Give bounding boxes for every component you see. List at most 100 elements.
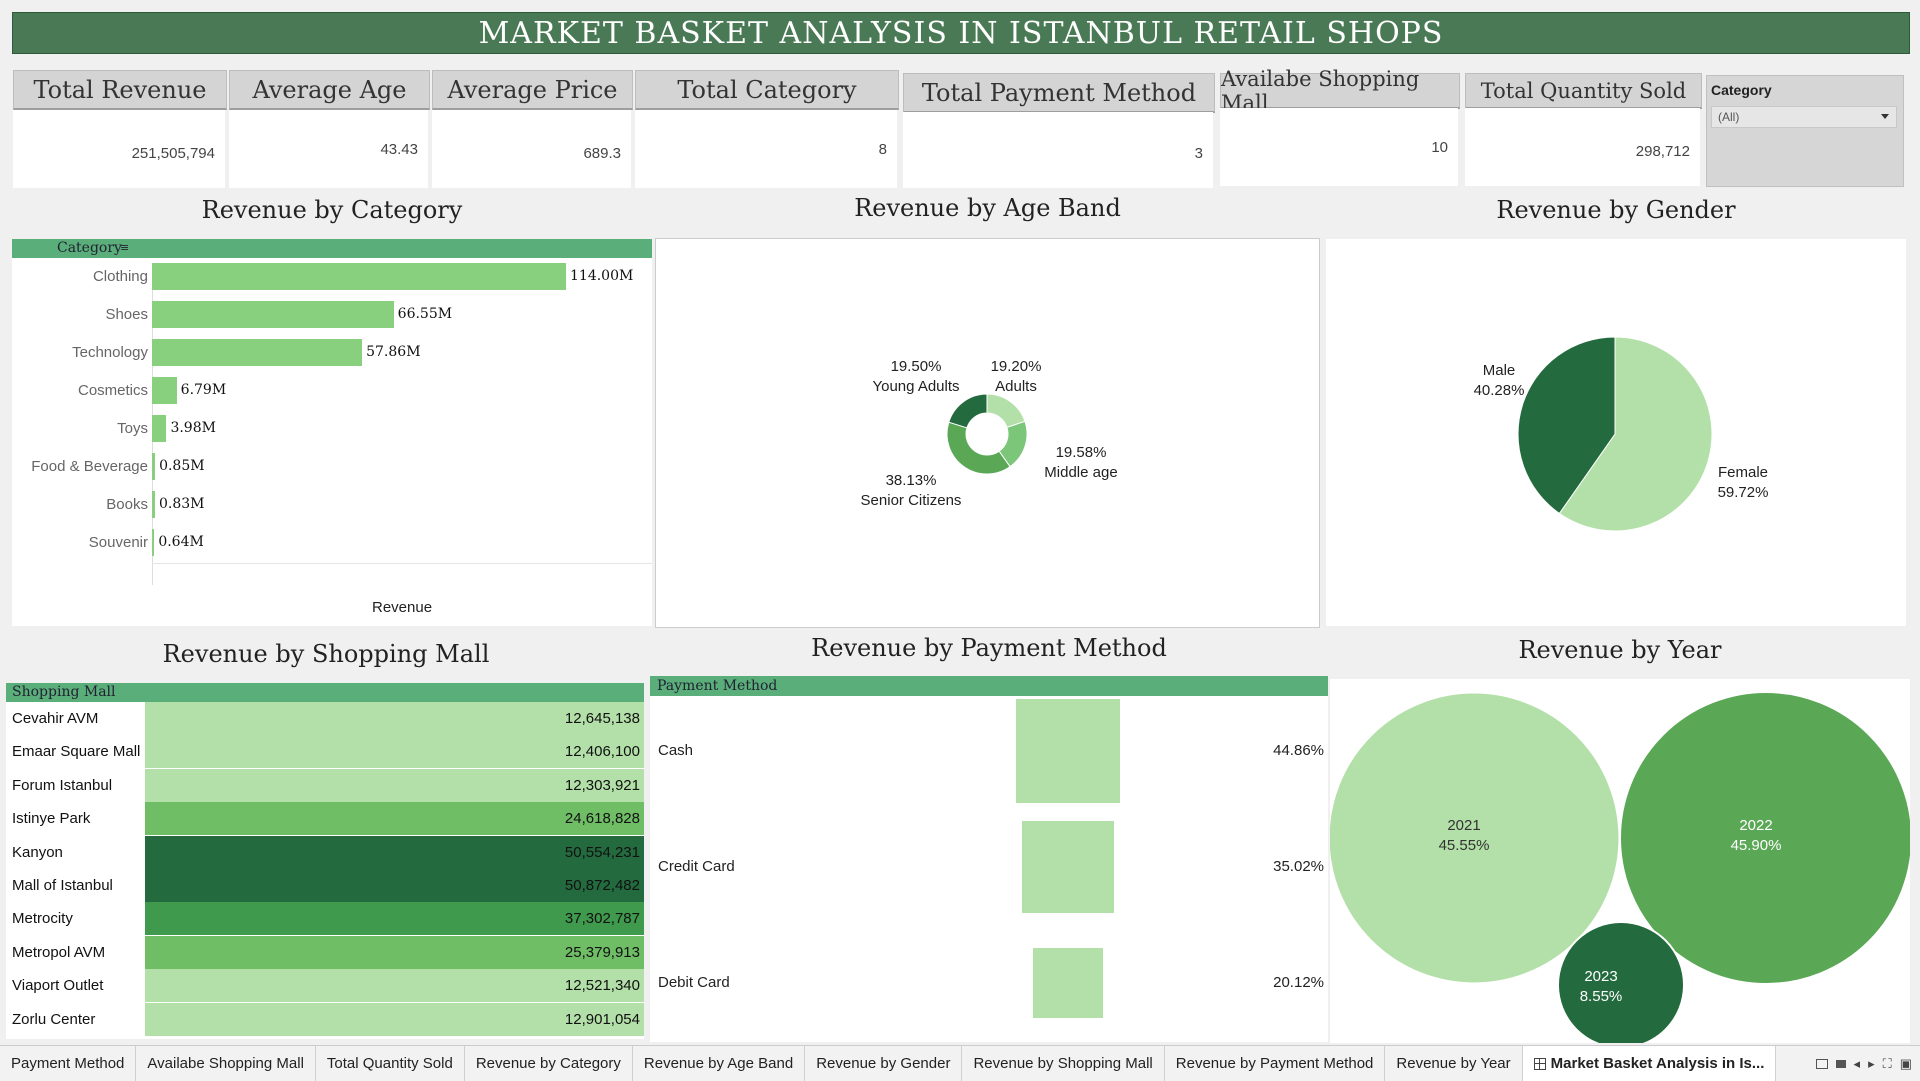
present-icon[interactable]: ▣: [1899, 1055, 1912, 1071]
age-chart-panel: 19.50% Young Adults 19.20% Adults 19.58% Mi…: [655, 238, 1320, 628]
category-label-toys: Toys: [117, 420, 148, 437]
category-bar-food-beverage[interactable]: [152, 453, 156, 480]
mall-name: Metropol AVM: [6, 935, 145, 969]
gender-label-male: Male 40.28%: [1473, 362, 1525, 399]
mall-row-kanyon[interactable]: Kanyon 50,554,231: [6, 835, 644, 869]
payment-mark-credit-card[interactable]: [1022, 821, 1114, 913]
payment-label-cash: Cash: [658, 742, 694, 759]
mall-value: 50,872,482: [145, 869, 644, 902]
gender-chart-panel: Male 40.28% Female 59.72%: [1326, 239, 1906, 626]
payment-mark-cash[interactable]: [1016, 699, 1120, 803]
payment-chart-panel: Payment Method Cash 44.86% Credit Card 35.0…: [650, 676, 1328, 1042]
category-value-books: 0.83M: [159, 496, 205, 512]
category-filter-label: Category: [1711, 82, 1772, 98]
category-chart-panel: Category ≡ Clothing Shoes Technology Cosmet…: [12, 239, 652, 626]
mall-row-mall-of-istanbul[interactable]: Mall of Istanbul 50,872,482: [6, 869, 644, 902]
fullscreen-icon[interactable]: ⛶: [1882, 1055, 1892, 1071]
mall-value: 12,521,340: [145, 969, 644, 1003]
payment-pct-debit-card: 20.12%: [1273, 974, 1324, 991]
tab-market-basket-dashboard[interactable]: Market Basket Analysis in Is...: [1522, 1046, 1777, 1081]
category-label-clothing: Clothing: [92, 268, 148, 285]
payment-chart-header: Payment Method: [650, 676, 1328, 696]
age-slice-adults[interactable]: [986, 393, 1026, 429]
category-value-clothing: 114.00M: [570, 268, 634, 284]
mall-value: 24,618,828: [145, 802, 644, 836]
category-bar-toys[interactable]: [152, 415, 167, 442]
prev-icon[interactable]: ◂: [1853, 1055, 1861, 1071]
gender-pie-chart: [1517, 336, 1713, 532]
mall-value: 12,901,054: [145, 1002, 644, 1036]
payment-pct-cash: 44.86%: [1273, 742, 1324, 759]
payment-header-label: Payment Method: [657, 678, 778, 694]
mall-row-metrocity[interactable]: Metrocity 37,302,787: [6, 902, 644, 936]
mall-row-istinye-park[interactable]: Istinye Park 24,618,828: [6, 802, 644, 836]
kpi-average-price-label: Average Price: [432, 70, 633, 110]
category-value-toys: 3.98M: [170, 420, 216, 436]
year-bubble-2023[interactable]: [1557, 921, 1685, 1043]
category-bar-books[interactable]: [152, 491, 155, 518]
grid-view-icon[interactable]: [1815, 1058, 1828, 1069]
payment-mark-debit-card[interactable]: [1033, 948, 1103, 1018]
tab-availabe-shopping-mall[interactable]: Availabe Shopping Mall: [136, 1046, 316, 1081]
tab-market-basket-label: Market Basket Analysis in Is...: [1550, 1055, 1765, 1072]
category-header-label: Category: [57, 240, 122, 256]
kpi-shopping-mall-value: 10: [1220, 108, 1458, 186]
payment-label-debit-card: Debit Card: [658, 974, 730, 991]
tab-revenue-by-category[interactable]: Revenue by Category: [465, 1046, 633, 1081]
age-label-young-adults: 19.50% Young Adults: [872, 358, 960, 395]
tab-total-quantity-sold[interactable]: Total Quantity Sold: [316, 1046, 465, 1081]
age-slice-young-adults[interactable]: [948, 393, 988, 429]
tab-revenue-by-year[interactable]: Revenue by Year: [1385, 1046, 1523, 1081]
age-slice-senior-citizens[interactable]: [946, 421, 1011, 475]
mall-name: Mall of Istanbul: [6, 869, 145, 902]
category-labels: Clothing Shoes Technology Cosmetics Toys Food…: [12, 258, 148, 598]
year-label-2021: 2021 45.55%: [1438, 817, 1490, 854]
single-view-icon[interactable]: [1835, 1059, 1846, 1068]
payment-pct-credit-card: 35.02%: [1273, 858, 1324, 875]
tab-revenue-by-payment-method[interactable]: Revenue by Payment Method: [1165, 1046, 1386, 1081]
age-label-middle-age: 19.58% Middle age: [1044, 444, 1118, 481]
tab-revenue-by-age-band[interactable]: Revenue by Age Band: [633, 1046, 806, 1081]
gender-slice-male[interactable]: [1517, 336, 1616, 515]
age-label-senior-citizens: 38.13% Senior Citizens: [860, 472, 962, 509]
mall-rows: Cevahir AVM 12,645,138 Emaar Square Mall 12…: [6, 702, 644, 1036]
year-bubble-chart: [1330, 691, 1910, 1043]
category-bar-clothing[interactable]: [152, 263, 566, 290]
mall-row-zorlu-center[interactable]: Zorlu Center 12,901,054: [6, 1002, 644, 1036]
mall-row-viaport-outlet[interactable]: Viaport Outlet 12,521,340: [6, 969, 644, 1003]
mall-row-emaar-square-mall[interactable]: Emaar Square Mall 12,406,100: [6, 735, 644, 769]
sort-icon[interactable]: ≡: [120, 241, 130, 254]
category-bar-cosmetics[interactable]: [152, 377, 177, 404]
age-donut-chart: [946, 393, 1028, 475]
category-label-shoes: Shoes: [105, 306, 148, 323]
tab-revenue-by-shopping-mall[interactable]: Revenue by Shopping Mall: [962, 1046, 1165, 1081]
gender-slice-female[interactable]: [1558, 336, 1713, 532]
mall-row-forum-istanbul[interactable]: Forum Istanbul 12,303,921: [6, 768, 644, 802]
mall-row-metropol-avm[interactable]: Metropol AVM 25,379,913: [6, 935, 644, 969]
category-chart-header: Category ≡: [12, 239, 652, 258]
year-chart-panel: 2021 45.55% 2022 45.90% 2023 8.55%: [1330, 679, 1910, 1043]
category-bar-technology[interactable]: [152, 339, 363, 366]
gender-label-female: Female 59.72%: [1717, 464, 1769, 501]
category-x-axis-label: Revenue: [372, 599, 433, 616]
mall-table: Shopping Mall Cevahir AVM 12,645,138 Emaar…: [6, 683, 644, 1039]
payment-chart-title: Revenue by Payment Method: [811, 634, 1167, 662]
kpi-total-payment-method-value: 3: [903, 112, 1213, 188]
category-axis-baseline: [152, 563, 652, 564]
category-bar-souvenir[interactable]: [152, 529, 155, 556]
category-value-technology: 57.86M: [366, 344, 421, 360]
kpi-total-category-value: 8: [635, 110, 897, 188]
year-bubble-2022[interactable]: [1619, 691, 1910, 985]
category-bars: 114.00M 66.55M 57.86M 6.79M 3.98M 0.85M 0.83M 0…: [152, 258, 652, 598]
mall-value: 12,406,100: [145, 735, 644, 769]
category-label-books: Books: [106, 496, 148, 513]
mall-row-cevahir-avm[interactable]: Cevahir AVM 12,645,138: [6, 702, 644, 735]
tab-payment-method[interactable]: Payment Method: [0, 1046, 137, 1081]
category-bar-shoes[interactable]: [152, 301, 394, 328]
kpi-total-payment-method-label: Total Payment Method: [903, 73, 1215, 113]
tab-revenue-by-gender[interactable]: Revenue by Gender: [805, 1046, 963, 1081]
category-filter-select[interactable]: (All): [1711, 106, 1897, 128]
category-chart-title: Revenue by Category: [201, 196, 463, 224]
next-icon[interactable]: ▸: [1868, 1055, 1875, 1071]
category-value-cosmetics: 6.79M: [180, 382, 227, 398]
